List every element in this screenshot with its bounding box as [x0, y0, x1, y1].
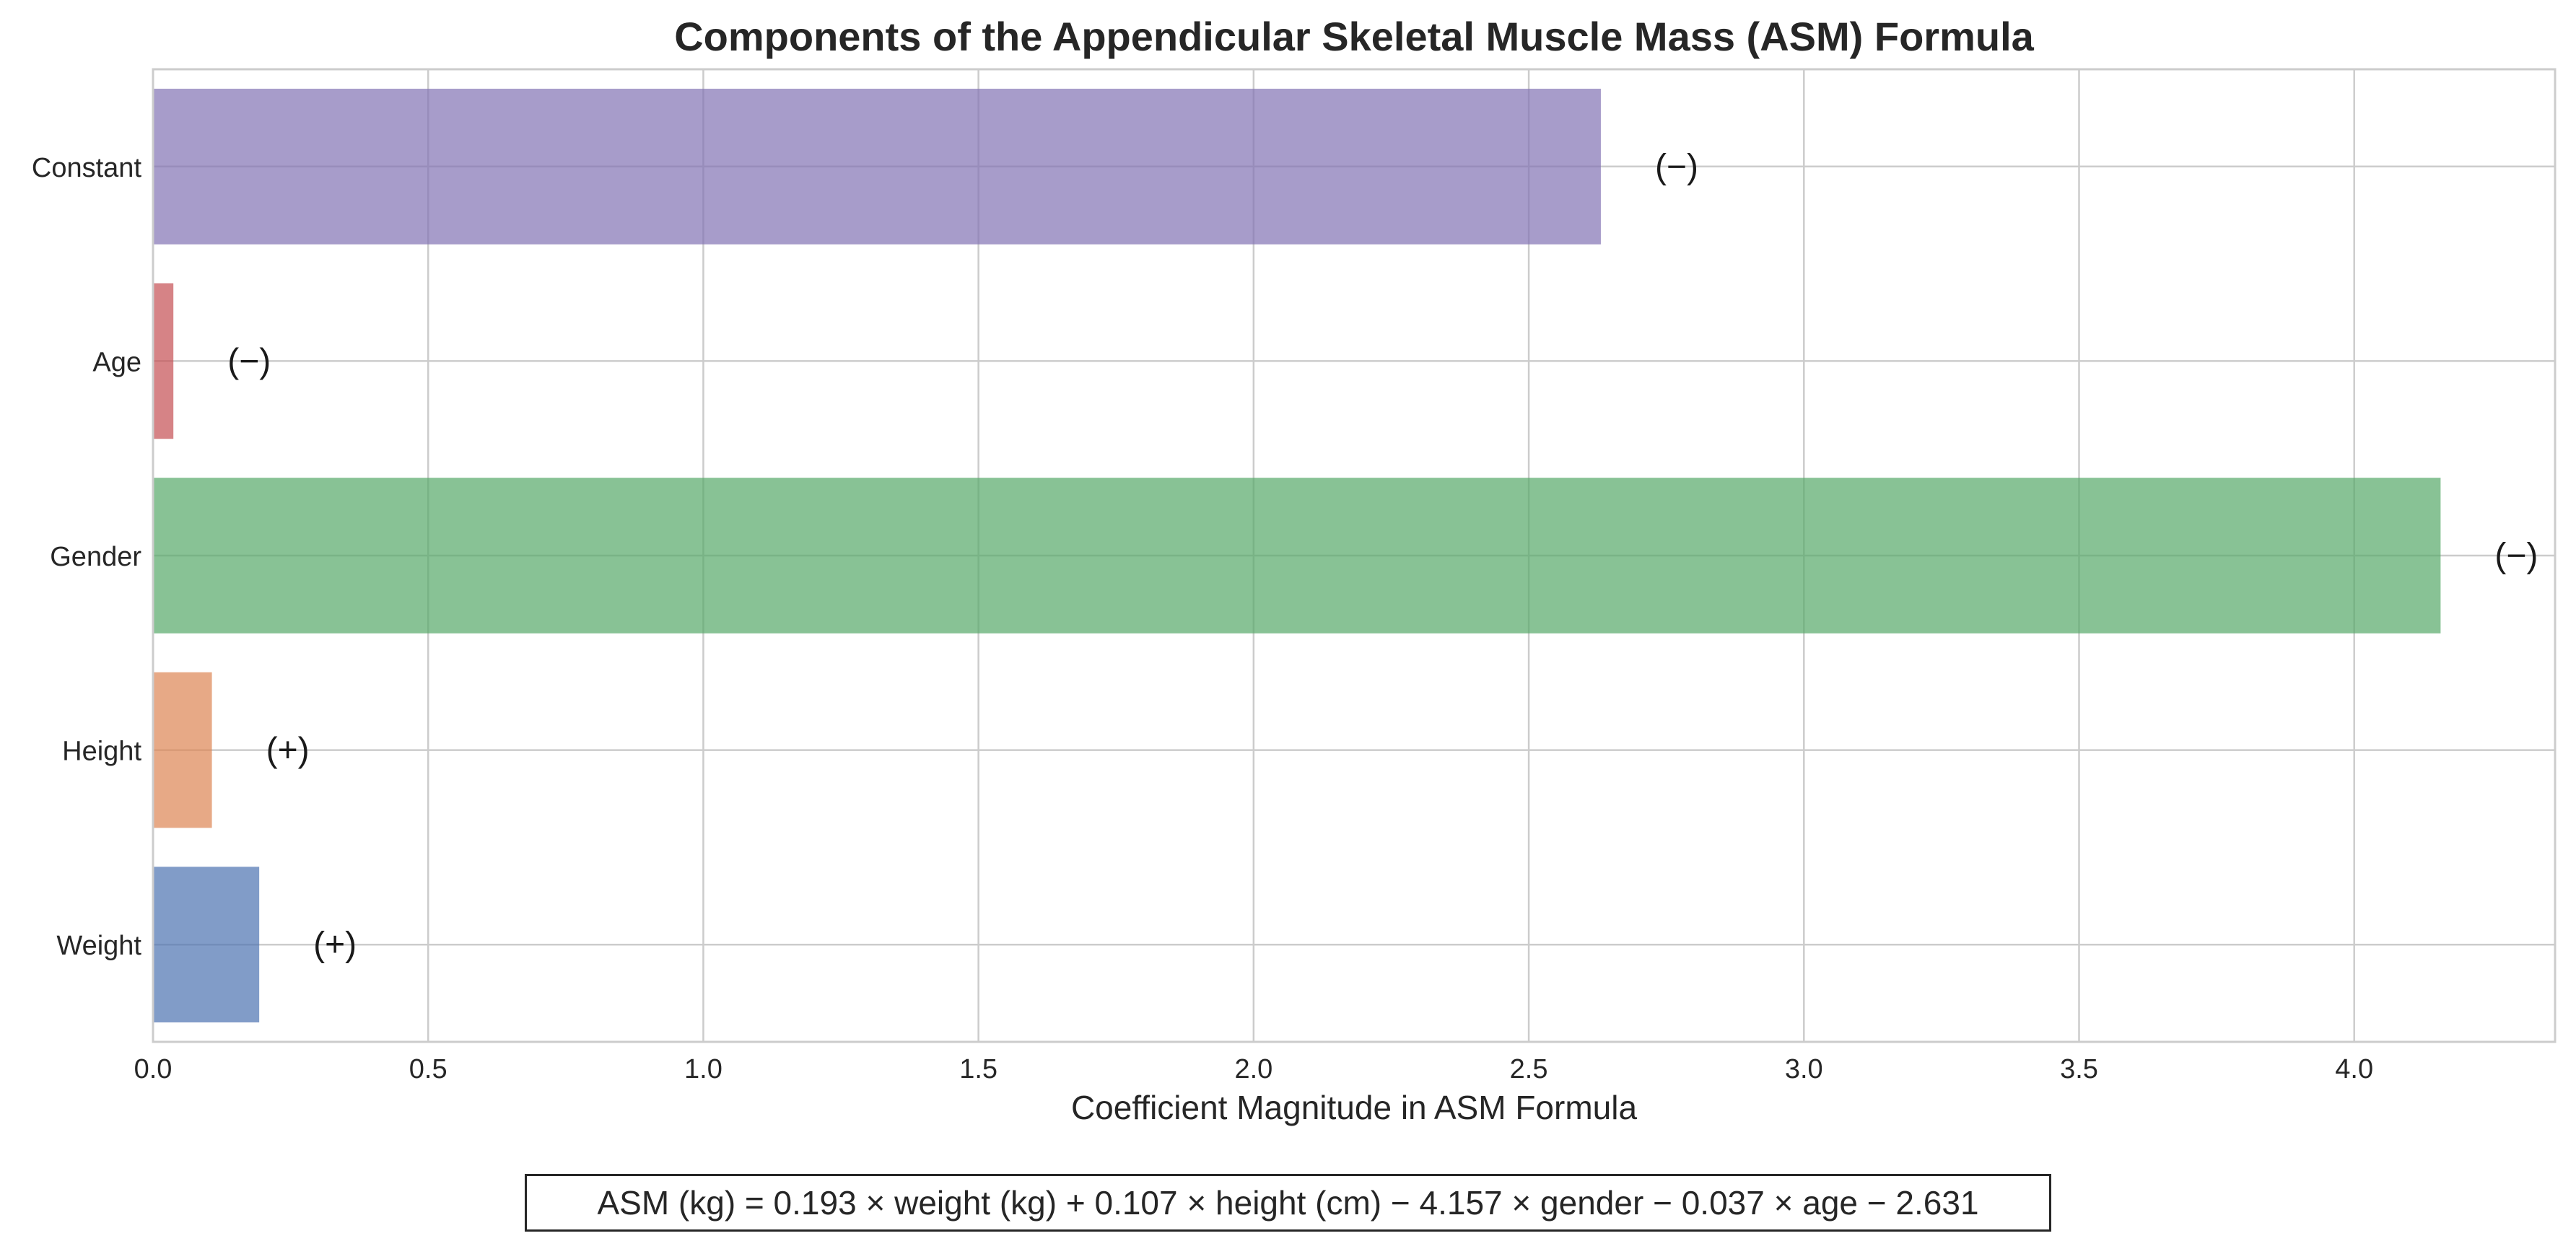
- sign-label-height: (+): [266, 732, 310, 770]
- bar-height: [153, 672, 212, 828]
- sign-label-age: (−): [227, 342, 271, 380]
- chart-title: Components of the Appendicular Skeletal …: [674, 14, 2034, 59]
- x-tick-label: 2.0: [1234, 1054, 1272, 1084]
- bar-constant: [153, 88, 1601, 245]
- formula-box: ASM (kg) = 0.193 × weight (kg) + 0.107 ×…: [525, 1174, 2051, 1232]
- bar-gender: [153, 478, 2441, 633]
- y-tick-constant: Constant: [32, 153, 142, 183]
- x-tick-label: 1.0: [684, 1054, 722, 1084]
- x-tick-labels: 0.0 0.5 1.0 1.5 2.0 2.5 3.0 3.5 4.0: [134, 1054, 2374, 1084]
- x-tick-label: 3.5: [2060, 1054, 2098, 1084]
- bar-weight: [153, 867, 260, 1023]
- bar-group: [153, 88, 2441, 1023]
- y-tick-height: Height: [62, 737, 141, 767]
- x-tick-label: 4.0: [2335, 1054, 2373, 1084]
- x-tick-label: 2.5: [1510, 1054, 1548, 1084]
- sign-labels: (+) (+) (−) (−) (−): [227, 148, 2538, 964]
- y-tick-age: Age: [92, 347, 141, 377]
- formula-text: ASM (kg) = 0.193 × weight (kg) + 0.107 ×…: [597, 1184, 1979, 1222]
- x-tick-label: 3.0: [1785, 1054, 1823, 1084]
- sign-label-weight: (+): [313, 926, 357, 964]
- y-tick-weight: Weight: [56, 931, 141, 961]
- x-tick-label: 0.0: [134, 1054, 173, 1084]
- bar-age: [153, 283, 174, 439]
- sign-label-constant: (−): [1655, 148, 1698, 186]
- x-tick-label: 1.5: [959, 1054, 997, 1084]
- y-tick-gender: Gender: [50, 542, 141, 572]
- plot-frame: [152, 68, 2557, 1043]
- x-tick-label: 0.5: [409, 1054, 447, 1084]
- sign-label-gender: (−): [2494, 537, 2538, 575]
- x-axis-label: Coefficient Magnitude in ASM Formula: [1071, 1089, 1638, 1126]
- y-tick-labels: Weight Height Gender Age Constant: [32, 153, 142, 961]
